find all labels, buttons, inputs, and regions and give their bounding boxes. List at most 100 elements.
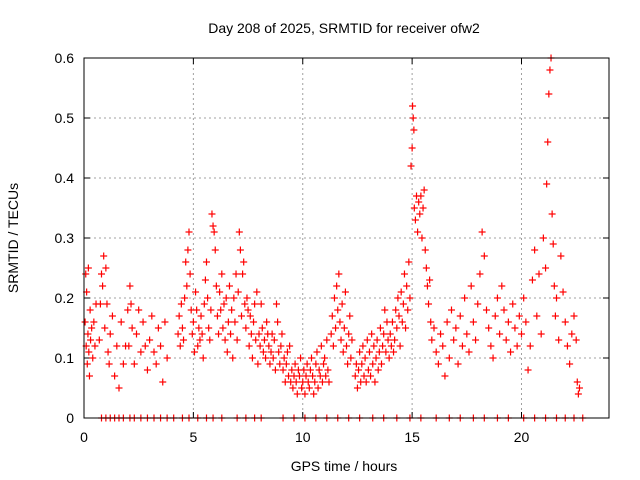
data-point xyxy=(409,102,417,110)
data-point xyxy=(347,354,355,362)
data-point xyxy=(327,330,335,338)
data-point xyxy=(336,318,344,326)
data-point xyxy=(387,342,395,350)
data-point xyxy=(125,342,133,350)
data-point xyxy=(157,342,165,350)
data-point xyxy=(141,342,149,350)
data-point xyxy=(177,300,185,308)
data-point xyxy=(113,342,121,350)
data-point xyxy=(378,360,385,368)
data-point xyxy=(304,378,312,386)
data-point xyxy=(309,372,317,380)
data-point xyxy=(330,294,338,302)
data-point xyxy=(410,204,418,212)
data-point xyxy=(423,282,431,290)
data-point xyxy=(222,294,230,302)
data-point xyxy=(256,342,264,350)
data-points xyxy=(81,54,587,422)
data-point xyxy=(522,318,530,326)
data-point xyxy=(524,366,532,374)
data-point xyxy=(104,348,112,356)
data-point xyxy=(303,360,311,368)
data-point xyxy=(85,372,93,380)
data-point xyxy=(355,366,363,374)
data-point xyxy=(491,312,499,320)
data-point xyxy=(500,306,508,314)
data-point xyxy=(321,354,329,362)
data-point xyxy=(292,378,300,386)
data-point xyxy=(421,246,429,254)
data-point xyxy=(386,330,394,338)
data-point xyxy=(362,378,370,386)
data-point xyxy=(528,276,536,284)
data-point xyxy=(531,246,539,254)
data-point xyxy=(448,306,455,314)
data-point xyxy=(402,324,410,332)
data-point xyxy=(174,330,182,338)
data-point xyxy=(274,318,282,326)
data-point xyxy=(515,312,523,320)
data-point xyxy=(573,378,581,386)
data-point xyxy=(403,282,411,290)
data-point xyxy=(297,354,305,362)
data-point xyxy=(124,306,132,314)
data-point xyxy=(135,306,143,314)
data-point xyxy=(241,300,249,308)
data-point xyxy=(216,288,224,296)
data-point xyxy=(478,228,486,236)
data-point xyxy=(346,312,354,320)
data-point xyxy=(203,258,210,266)
data-point xyxy=(250,318,258,326)
data-point xyxy=(220,300,228,308)
data-point xyxy=(88,324,96,332)
data-point xyxy=(416,210,424,218)
data-point xyxy=(184,246,192,254)
data-point xyxy=(365,348,373,356)
data-point xyxy=(364,366,372,374)
data-point xyxy=(443,318,451,326)
data-point xyxy=(238,312,245,320)
data-point xyxy=(95,336,103,344)
data-point xyxy=(218,270,226,278)
y-tick-label: 0.5 xyxy=(55,110,75,126)
data-point xyxy=(340,324,348,332)
data-point xyxy=(498,282,506,290)
data-point xyxy=(188,330,196,338)
data-point xyxy=(181,294,189,302)
data-point xyxy=(182,258,190,266)
data-point xyxy=(437,330,445,338)
data-point xyxy=(353,384,361,392)
data-point xyxy=(456,312,464,320)
data-point xyxy=(221,336,229,344)
data-point xyxy=(535,270,543,278)
data-point xyxy=(152,360,160,368)
data-point xyxy=(317,342,325,350)
data-point xyxy=(194,342,202,350)
data-point xyxy=(310,390,318,398)
data-point xyxy=(385,354,393,362)
data-point xyxy=(275,348,283,356)
data-point xyxy=(215,330,223,338)
data-point xyxy=(371,378,379,386)
data-point xyxy=(199,354,207,362)
data-point xyxy=(208,210,216,218)
data-point xyxy=(356,348,364,356)
data-point xyxy=(154,324,162,332)
data-point xyxy=(373,336,381,344)
data-point xyxy=(465,348,473,356)
data-point xyxy=(89,354,97,362)
data-point xyxy=(139,318,147,326)
data-point xyxy=(225,282,233,290)
data-point xyxy=(190,348,198,356)
data-point xyxy=(398,318,406,326)
data-point xyxy=(86,306,94,314)
data-point xyxy=(417,192,425,200)
data-point xyxy=(150,348,158,356)
data-point xyxy=(324,366,332,374)
data-point xyxy=(392,306,400,314)
y-tick-label: 0.3 xyxy=(55,230,75,246)
data-point xyxy=(370,342,378,350)
data-point xyxy=(300,366,308,374)
data-point xyxy=(391,336,399,344)
data-point xyxy=(100,252,108,260)
